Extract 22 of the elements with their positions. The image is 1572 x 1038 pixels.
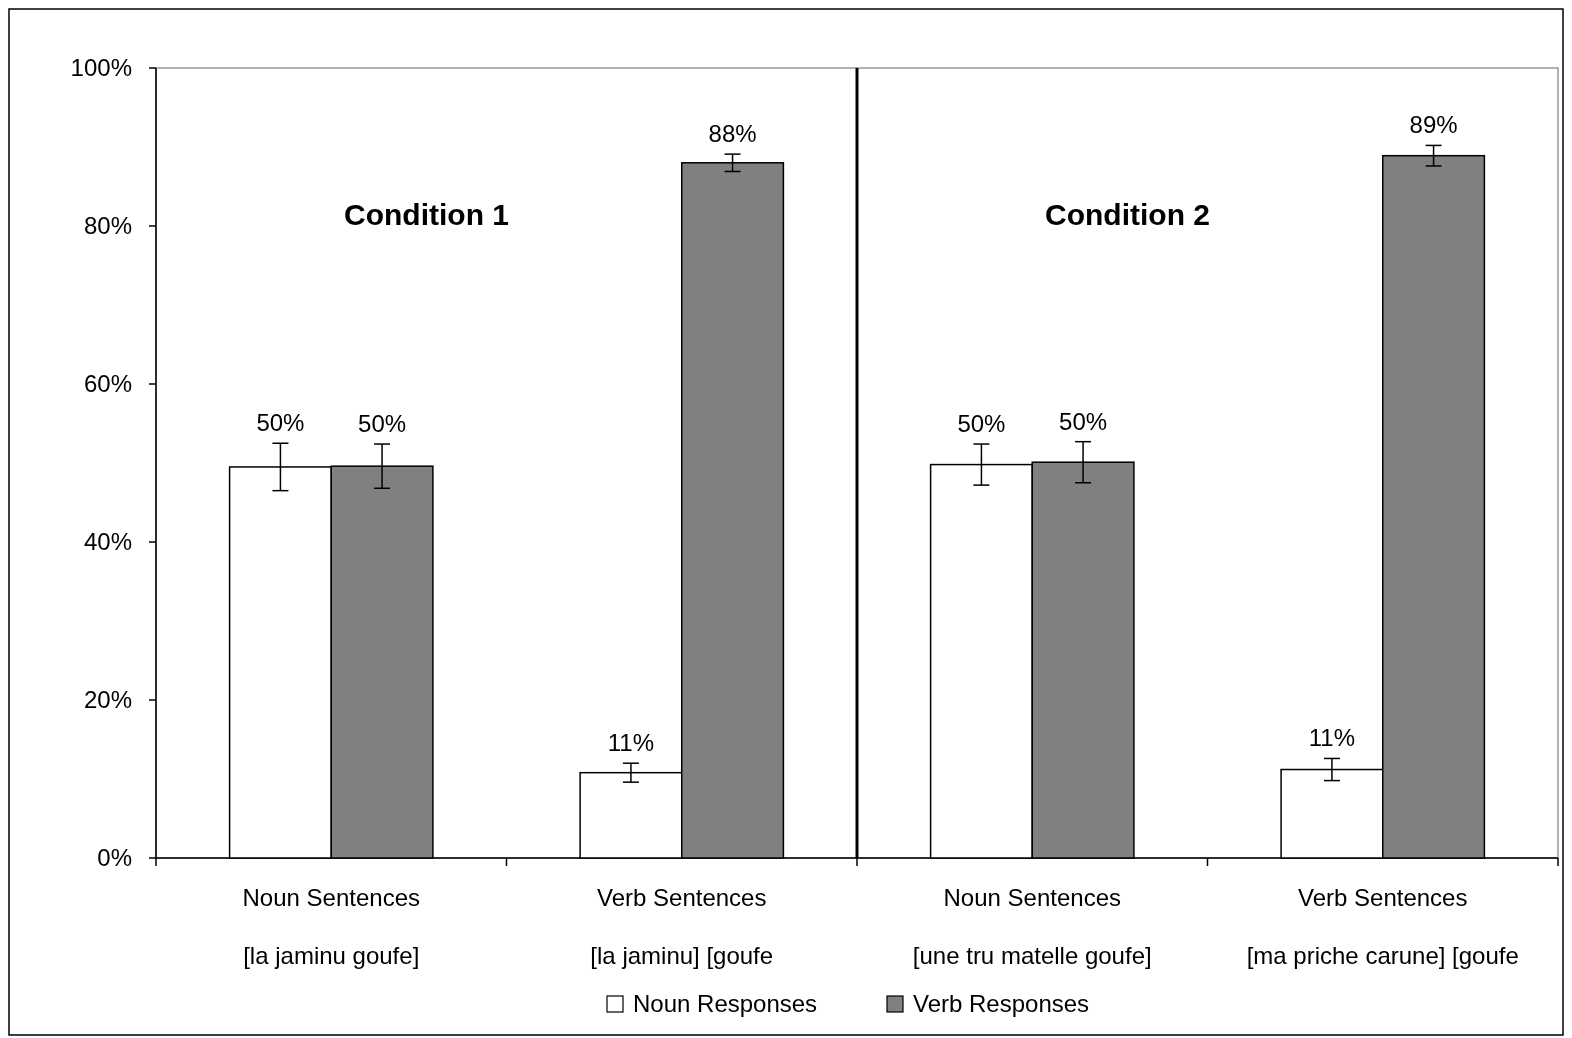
data-label: 50% bbox=[1059, 407, 1108, 435]
legend-label: Noun Responses bbox=[633, 990, 818, 1017]
data-label: 11% bbox=[607, 729, 655, 757]
data-label: 50% bbox=[358, 410, 407, 438]
category-label: Noun Sentences [la jaminu goufe] bbox=[242, 884, 420, 969]
data-label: 50% bbox=[256, 409, 305, 437]
data-label: 50% bbox=[957, 410, 1006, 438]
category-label: Verb Sentences [ma priche carune] [goufe bbox=[1246, 884, 1519, 969]
y-tick-label: 80% bbox=[83, 212, 132, 240]
data-label: 89% bbox=[1409, 111, 1458, 139]
data-label: 88% bbox=[708, 120, 757, 148]
category-label: Verb Sentences [la jaminu] [goufe bbox=[590, 884, 774, 969]
y-tick-label: 60% bbox=[83, 370, 132, 398]
annotation: Condition 1 bbox=[344, 197, 509, 231]
y-tick-label: 20% bbox=[83, 686, 132, 714]
legend-label: Verb Responses bbox=[913, 990, 1090, 1017]
data-label: 11% bbox=[1308, 724, 1356, 752]
category-label: Noun Sentences [une tru matelle goufe] bbox=[912, 884, 1152, 969]
annotation: Condition 2 bbox=[1045, 197, 1210, 231]
y-tick-label: 40% bbox=[83, 528, 132, 556]
y-tick-label: 0% bbox=[97, 844, 132, 872]
y-tick-label: 100% bbox=[70, 54, 132, 82]
